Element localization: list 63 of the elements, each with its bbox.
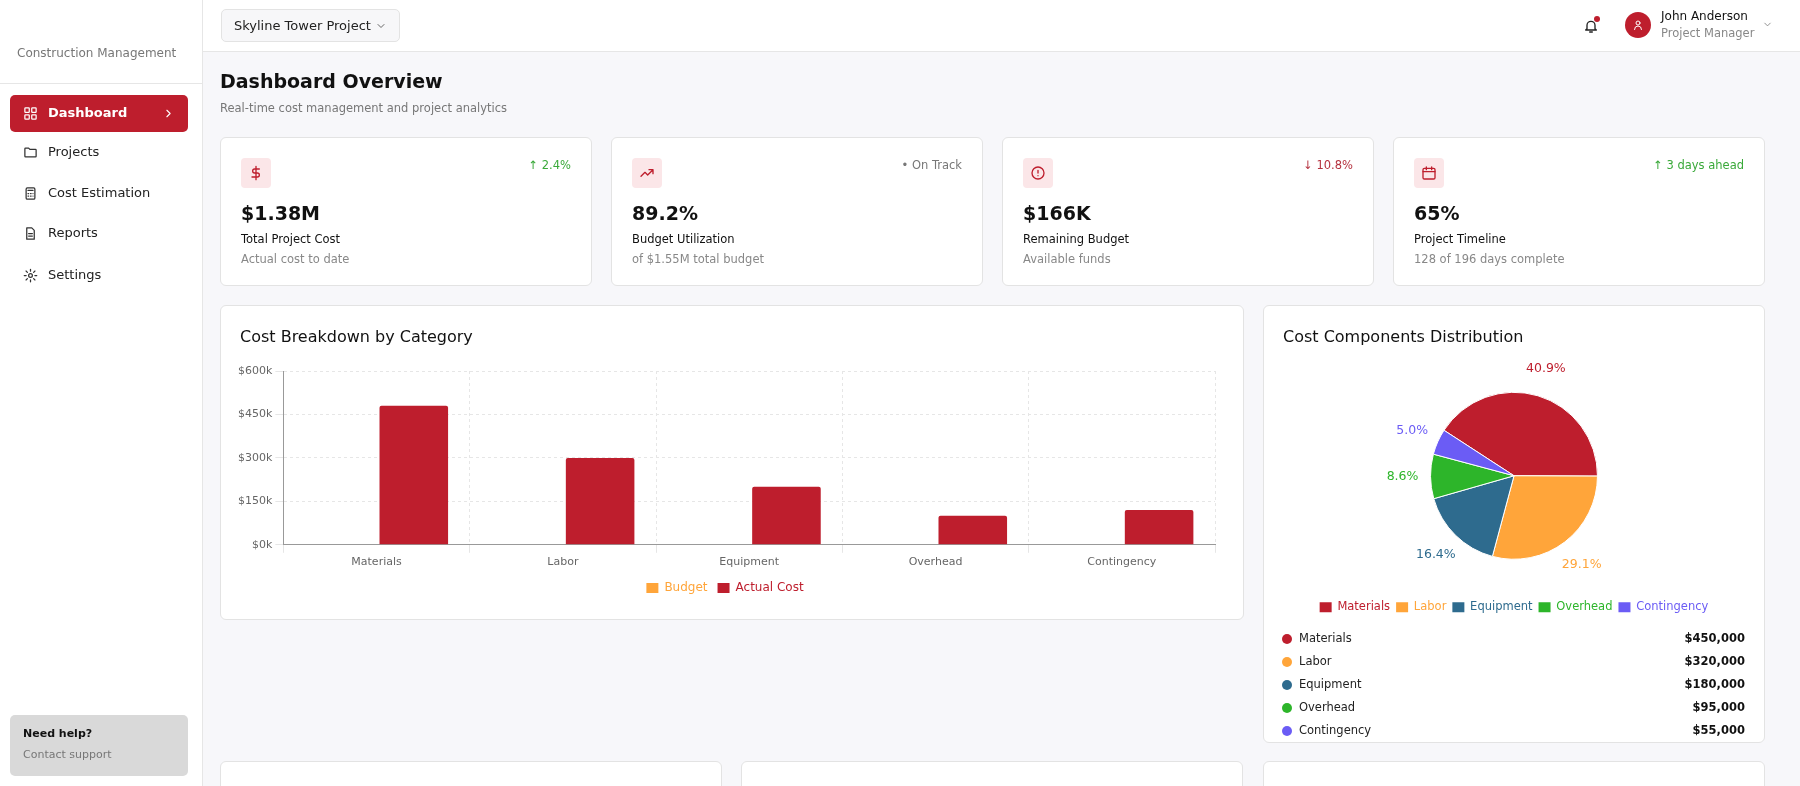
text: ↑ 3 days ahead: [1653, 158, 1744, 172]
y-tick-label: $150k: [237, 494, 273, 508]
text: $180,000: [1684, 677, 1745, 691]
legend-label: Materials: [1337, 599, 1391, 614]
text: Dashboard: [48, 105, 128, 120]
x-tick-label: Overhead: [908, 555, 963, 569]
legend-label: Overhead: [1556, 599, 1613, 614]
text: Budget Utilization: [632, 232, 735, 246]
text: ↓ 10.8%: [1303, 158, 1353, 172]
y-tick-label: $450k: [237, 407, 273, 421]
text: John Anderson: [1661, 9, 1748, 23]
category-label: Materials: [1299, 631, 1352, 645]
text: $1.38M: [241, 202, 321, 224]
text: Reports: [48, 225, 98, 240]
data-label: 16.4%: [1415, 546, 1456, 562]
text: ↑ 2.4%: [528, 158, 571, 172]
text: Project Timeline: [1414, 232, 1506, 246]
text: Real-time cost management and project analytics: [220, 101, 508, 115]
text: Need help?: [23, 727, 93, 740]
chart-title: Cost Breakdown by Category: [240, 327, 473, 346]
category-label: Equipment: [1299, 677, 1362, 691]
text: $55,000: [1692, 723, 1745, 737]
data-label: 40.9%: [1526, 360, 1566, 376]
x-tick-label: Labor: [547, 555, 579, 569]
text: Dashboard Overview: [220, 70, 443, 92]
text: $450,000: [1684, 631, 1745, 645]
x-tick-label: Contingency: [1087, 555, 1157, 569]
legend-label: Labor: [1413, 599, 1447, 614]
text: Available funds: [1023, 252, 1111, 266]
legend-label: Actual Cost: [735, 580, 804, 595]
text: 89.2%: [632, 202, 698, 224]
legend-label: Budget: [664, 580, 708, 595]
text: Total Project Cost: [241, 232, 341, 246]
text: Skyline Tower Project: [234, 18, 371, 33]
data-label: 29.1%: [1561, 555, 1602, 571]
text: 65%: [1414, 202, 1460, 224]
text: $320,000: [1684, 654, 1745, 668]
text: Project Manager: [1661, 26, 1755, 40]
text: Contact support: [23, 748, 112, 761]
category-label: Contingency: [1299, 723, 1372, 737]
data-label: 5.0%: [1396, 421, 1429, 437]
text: Cost Estimation: [48, 185, 151, 200]
category-label: Overhead: [1299, 700, 1356, 714]
y-tick-label: $600k: [237, 363, 273, 377]
y-tick-label: $0k: [251, 537, 273, 551]
text: Settings: [48, 267, 102, 282]
text: Actual cost to date: [241, 252, 350, 266]
legend-label: Equipment: [1470, 599, 1534, 614]
text: • On Track: [901, 158, 962, 172]
x-tick-label: Equipment: [719, 555, 780, 569]
text: 128 of 196 days complete: [1414, 252, 1565, 266]
y-tick-label: $300k: [237, 450, 273, 464]
x-tick-label: Materials: [351, 555, 402, 569]
category-label: Labor: [1299, 654, 1332, 668]
text: of $1.55M total budget: [632, 252, 764, 266]
text: $166K: [1023, 202, 1091, 224]
text: Projects: [48, 144, 100, 159]
text: Remaining Budget: [1023, 232, 1130, 246]
chart-title: Cost Components Distribution: [1283, 327, 1524, 346]
data-label: 8.6%: [1386, 467, 1419, 483]
text: $95,000: [1692, 700, 1745, 714]
text: Construction Management: [17, 46, 177, 60]
legend-label: Contingency: [1636, 599, 1709, 614]
